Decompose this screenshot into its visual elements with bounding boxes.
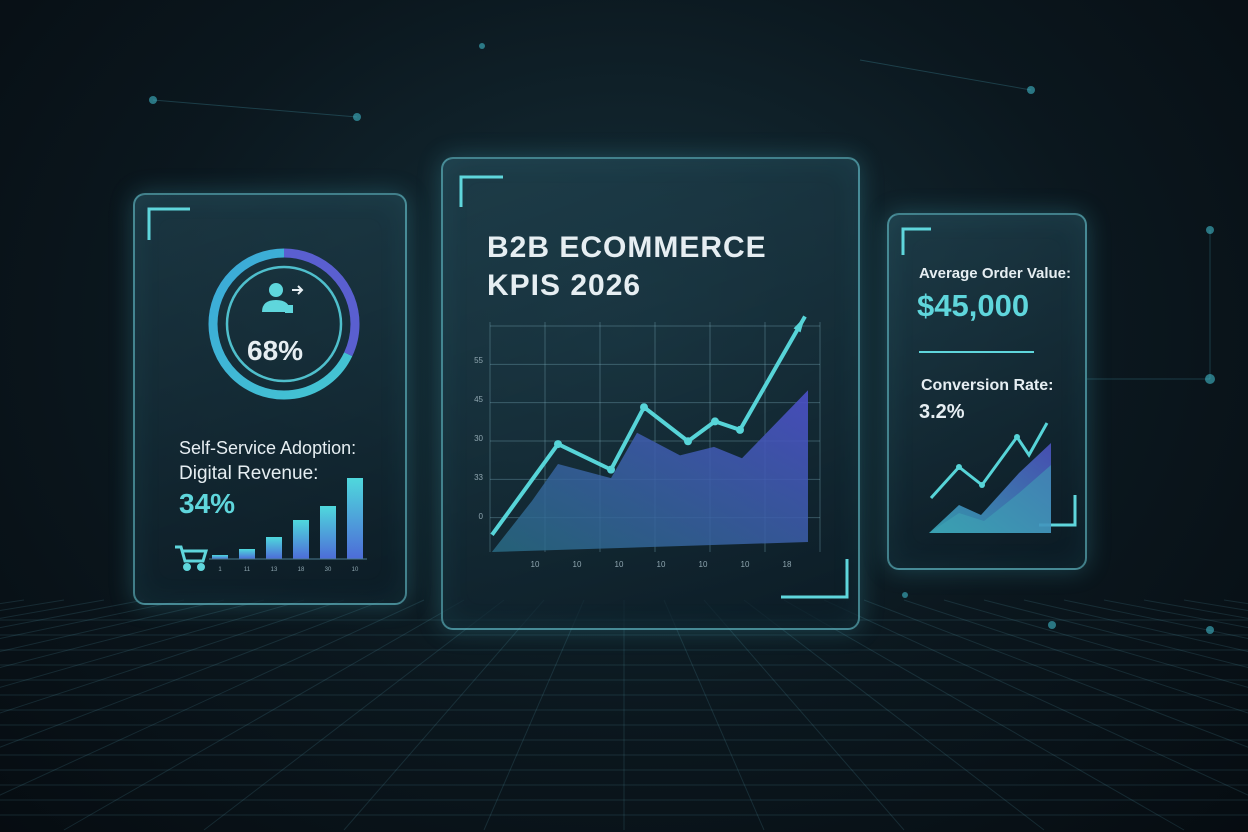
floor-grid-line xyxy=(1023,599,1248,653)
floor-grid-line xyxy=(0,599,185,639)
floor-grid-line xyxy=(783,599,1185,831)
gauge-remaining-arc xyxy=(208,248,360,400)
floor-grid-line xyxy=(823,599,1248,796)
y-tick-label: 30 xyxy=(474,434,483,443)
self-service-label: Self-Service Adoption: xyxy=(179,438,357,458)
bar-tick-label: 30 xyxy=(325,567,332,573)
bar-4 xyxy=(320,506,336,559)
floor-grid-line xyxy=(63,599,465,831)
floor-grid-line xyxy=(343,599,545,831)
bar-tick-label: 18 xyxy=(298,567,305,573)
floor-grid-line xyxy=(0,599,345,714)
bar-0 xyxy=(212,555,228,559)
bar-2 xyxy=(266,537,282,559)
bar-tick-label: 1 xyxy=(218,567,222,573)
user-arrow-icon xyxy=(262,283,304,313)
bar-1 xyxy=(239,549,255,559)
title-line-2: KPIS 2026 xyxy=(487,269,642,302)
y-tick-label: 33 xyxy=(474,473,483,482)
floor-grid-line xyxy=(863,599,1248,748)
floor-grid-line xyxy=(483,599,585,831)
floor-grid-line xyxy=(983,599,1248,668)
line-point xyxy=(554,440,562,449)
gauge-value: 68% xyxy=(247,335,304,366)
x-tick-label: 10 xyxy=(699,560,708,569)
line-point xyxy=(711,417,719,426)
x-tick-label: 10 xyxy=(741,560,750,569)
aov-label: Average Order Value: xyxy=(919,265,1072,282)
title-line-1: B2B ECOMMERCE xyxy=(487,231,767,264)
y-tick-label: 0 xyxy=(479,512,484,521)
line-point xyxy=(684,437,692,446)
shopping-cart-icon xyxy=(175,545,209,571)
center-kpi-panel: 55 45 30 33 0 10 10 10 10 10 10 18 B2B ECOMMERCE KP… xyxy=(441,157,860,630)
floor-grid-line xyxy=(0,599,265,668)
y-tick-label: 55 xyxy=(474,356,483,365)
floor-grid-line xyxy=(203,599,505,831)
x-tick-label: 18 xyxy=(783,560,792,569)
floor-grid-line xyxy=(0,599,385,748)
floor-grid-line xyxy=(703,599,905,831)
conversion-value: 3.2% xyxy=(919,401,965,423)
left-kpi-panel: 1 11 13 18 30 10 68% Self-Service Adoption: D… xyxy=(133,193,407,605)
floor-grid-line xyxy=(1063,599,1248,639)
floor-grid-line xyxy=(0,599,225,653)
floor-grid-line xyxy=(0,599,425,796)
area-series xyxy=(492,390,808,552)
floor-grid-line xyxy=(903,599,1248,714)
right-kpi-panel: Average Order Value: $45,000 Conversion … xyxy=(887,213,1087,570)
digital-revenue-value: 34% xyxy=(179,488,236,519)
bar-5 xyxy=(347,478,363,559)
conversion-line xyxy=(929,422,1049,500)
floor-grid-line xyxy=(943,599,1248,688)
x-tick-label: 10 xyxy=(531,560,540,569)
x-tick-label: 10 xyxy=(657,560,666,569)
x-tick-label: 10 xyxy=(615,560,624,569)
floor-grid-line xyxy=(743,599,1045,831)
bar-tick-label: 13 xyxy=(271,567,278,573)
digital-revenue-label: Digital Revenue: xyxy=(179,463,319,484)
bar-tick-label: 10 xyxy=(352,567,359,573)
line-point xyxy=(736,425,744,434)
y-tick-label: 45 xyxy=(474,395,483,404)
conversion-label: Conversion Rate: xyxy=(921,377,1054,394)
bar-tick-label: 11 xyxy=(244,567,251,573)
line-point xyxy=(607,465,615,474)
x-tick-label: 10 xyxy=(573,560,582,569)
bar-3 xyxy=(293,520,309,559)
floor-grid-line xyxy=(0,599,305,688)
line-point xyxy=(640,403,648,412)
aov-value: $45,000 xyxy=(917,288,1030,323)
trend-arrow-icon xyxy=(793,316,805,333)
floor-grid-line xyxy=(663,599,765,831)
line-series xyxy=(490,315,807,537)
